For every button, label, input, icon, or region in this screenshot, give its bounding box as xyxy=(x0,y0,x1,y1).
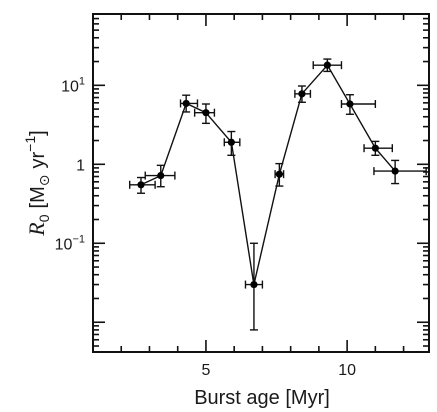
data-points xyxy=(137,61,399,289)
y-tick-label-base: 10 xyxy=(55,236,73,253)
x-axis-label: Burst age [Myr] xyxy=(194,387,330,409)
y-tick-label: 10−1 xyxy=(55,233,85,253)
x-tick-label: 5 xyxy=(201,362,210,379)
y-tick-label-exponent: −1 xyxy=(72,233,85,245)
y-axis-symbol: R xyxy=(24,222,49,237)
data-point xyxy=(298,90,306,98)
error-bars xyxy=(129,58,427,331)
data-point xyxy=(227,138,235,146)
y-axis-subscript: 0 xyxy=(36,214,52,222)
y-axis-exponent: −1 xyxy=(22,136,38,152)
data-point xyxy=(371,144,379,152)
y-tick-label: 101 xyxy=(61,75,85,95)
data-point xyxy=(182,99,190,108)
data-point xyxy=(157,171,165,180)
data-point xyxy=(323,61,331,69)
x-tick-labels: 5 10 xyxy=(201,362,356,379)
y-tick-label-base: 1 xyxy=(76,157,85,174)
y-axis-sun-symbol: ⊙ xyxy=(36,175,52,187)
y-tick-label: 1 xyxy=(76,157,85,174)
data-point xyxy=(391,167,399,175)
y-tick-label-base: 10 xyxy=(61,78,79,95)
y-tick-label-exponent: 1 xyxy=(79,75,85,87)
series-line xyxy=(140,64,396,285)
plot-frame xyxy=(92,13,430,353)
y-axis-unit-mid: yr xyxy=(27,152,49,169)
data-point xyxy=(275,170,283,178)
y-axis-unit-open: [M xyxy=(27,186,49,208)
y-axis-label: R0 [M⊙ yr−1] xyxy=(22,130,52,236)
data-point xyxy=(202,109,210,117)
y-axis-unit-close: ] xyxy=(27,130,49,136)
data-point xyxy=(346,100,354,108)
x-tick-label: 10 xyxy=(338,362,356,379)
data-point xyxy=(250,280,258,289)
data-point xyxy=(137,181,145,189)
